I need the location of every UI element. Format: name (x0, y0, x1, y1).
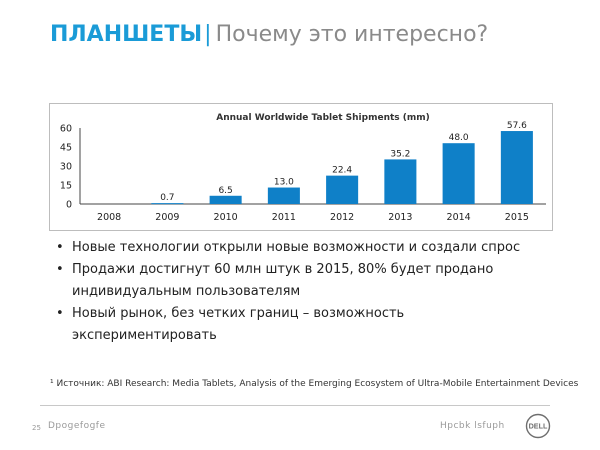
x-tick-label: 2011 (272, 212, 296, 223)
data-label: 0.7 (160, 193, 174, 203)
data-label: 35.2 (390, 149, 410, 159)
bar-2010 (209, 195, 242, 204)
bar-2011 (267, 187, 300, 204)
bar-2015 (500, 131, 533, 204)
footer-left-text: Dpogefogfe (48, 421, 106, 431)
x-tick-label: 2008 (97, 212, 121, 223)
y-tick-label: 15 (60, 181, 72, 192)
page-number: 25 (32, 424, 41, 432)
dell-logo: DELL (525, 413, 551, 439)
y-tick-label: 45 (60, 143, 72, 154)
x-tick-label: 2013 (388, 212, 412, 223)
bar-2009 (151, 203, 184, 205)
bullet-item: Новый рынок, без четких границ – возможн… (56, 303, 542, 347)
footer-right-text: Hpcbk lsfuph (440, 421, 505, 431)
slide-subtitle: Почему это интересно? (215, 22, 489, 47)
bullet-item: Новые технологии открыли новые возможнос… (56, 237, 542, 259)
slide-title-main: ПЛАНШЕТЫ (50, 22, 203, 47)
y-tick-label: 30 (60, 162, 72, 173)
x-tick-label: 2009 (155, 212, 179, 223)
footer-divider (40, 405, 550, 406)
bar-2014 (442, 143, 475, 204)
data-label: 13.0 (274, 178, 294, 188)
slide-title: ПЛАНШЕТЫ| Почему это интересно? (50, 22, 488, 47)
bar-2013 (384, 159, 417, 204)
chart-title: Annual Worldwide Tablet Shipments (mm) (216, 113, 430, 123)
x-tick-label: 2015 (505, 212, 529, 223)
chart-canvas: Annual Worldwide Tablet Shipments (mm) 0 1… (60, 113, 546, 223)
bullet-list: Новые технологии открыли новые возможнос… (56, 237, 542, 347)
x-tick-label: 2010 (214, 212, 238, 223)
bar-2012 (326, 175, 359, 204)
data-label: 48.0 (449, 133, 469, 143)
data-label: 22.4 (332, 166, 352, 176)
x-tick-label: 2012 (330, 212, 354, 223)
tablet-shipments-chart: Annual Worldwide Tablet Shipments (mm) 0 1… (49, 103, 553, 231)
logo-text: DELL (529, 422, 548, 431)
data-label: 6.5 (218, 186, 232, 196)
source-footnote: ¹ Источник: ABI Research: Media Tablets,… (50, 379, 579, 389)
x-tick-label: 2014 (447, 212, 471, 223)
y-tick-label: 60 (60, 124, 72, 135)
data-label: 57.6 (507, 121, 527, 131)
bullet-item: Продажи достигнут 60 млн штук в 2015, 80… (56, 259, 542, 303)
y-tick-label: 0 (66, 200, 72, 211)
slide-title-separator: | (204, 22, 212, 47)
